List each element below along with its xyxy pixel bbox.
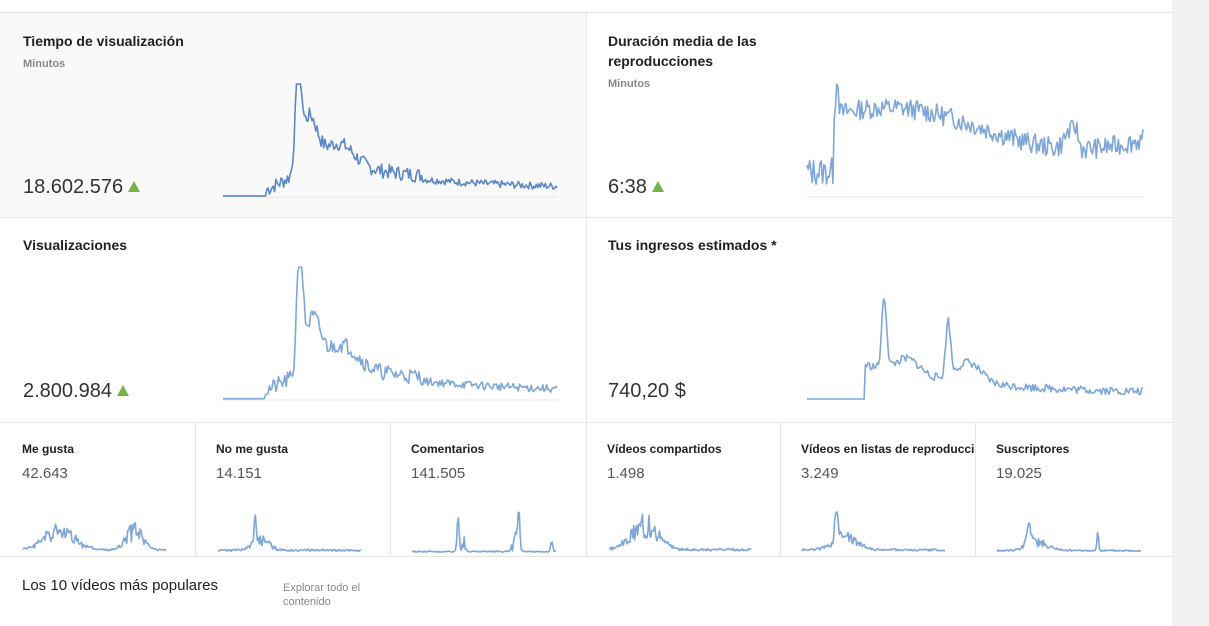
metric-value: 6:38: [608, 176, 664, 199]
metric-title: Vídeos compartidos: [607, 442, 722, 456]
metric-value: 19.025: [996, 465, 1042, 482]
metric-title: Duración media de las reproducciones: [608, 33, 757, 69]
divider: [195, 423, 196, 556]
analytics-overview-panel: Tiempo de visualización Minutos 18.602.5…: [0, 13, 1172, 626]
sparkline-path: [608, 513, 752, 552]
comments-sparkline: [411, 511, 557, 553]
metric-unit: Minutos: [23, 58, 66, 70]
metric-title: Suscriptores: [996, 442, 1070, 456]
sparkline-path: [217, 514, 362, 553]
metric-title: Me gusta: [22, 442, 75, 456]
metric-card-playlists[interactable]: Vídeos en listas de reproducción 3.249: [781, 423, 976, 556]
playlists-sparkline: [801, 511, 946, 552]
metric-card-avg-duration[interactable]: Duración media de las reproducciones Min…: [587, 13, 1172, 217]
metric-value: 2.800.984: [23, 380, 129, 403]
sparkline-path: [996, 522, 1141, 553]
divider: [390, 423, 391, 556]
metric-value: 18.602.576: [23, 176, 141, 199]
divider: [780, 423, 781, 556]
metric-card-likes[interactable]: Me gusta 42.643: [0, 423, 195, 556]
metric-card-comments[interactable]: Comentarios 141.505: [391, 423, 586, 556]
sparkline-path: [22, 522, 167, 552]
metric-title: Comentarios: [411, 442, 485, 456]
divider: [0, 556, 1172, 557]
metric-value: 141.505: [411, 465, 466, 482]
explore-all-content-link[interactable]: Explorar todo el contenido: [283, 582, 361, 608]
metric-title: Visualizaciones: [23, 237, 128, 253]
metric-value: 1.498: [607, 465, 645, 482]
metric-card-revenue[interactable]: Tus ingresos estimados * 740,20 $: [587, 218, 1172, 422]
sparkline-path: [806, 83, 1144, 185]
metric-card-dislikes[interactable]: No me gusta 14.151: [196, 423, 390, 556]
revenue-sparkline: [807, 298, 1144, 400]
subscribers-sparkline: [996, 522, 1141, 553]
top-divider: [0, 12, 1172, 13]
metric-value: 3.249: [801, 465, 839, 482]
metric-card-watch-time[interactable]: Tiempo de visualización Minutos 18.602.5…: [0, 13, 586, 217]
metric-value: 740,20 $: [608, 380, 686, 402]
dislikes-sparkline: [217, 514, 362, 553]
sparkline-path: [411, 511, 557, 553]
sparkline-path: [223, 83, 558, 197]
watch-time-sparkline: [223, 83, 558, 198]
metric-title: Tiempo de visualización: [23, 33, 184, 49]
avg-duration-sparkline: [806, 83, 1144, 198]
sparkline-path: [223, 266, 558, 400]
divider: [586, 423, 587, 556]
metric-title: No me gusta: [216, 442, 289, 456]
metric-unit: Minutos: [608, 78, 651, 90]
scrollbar-track[interactable]: [1172, 0, 1209, 626]
divider: [0, 217, 1172, 218]
shares-sparkline: [608, 513, 752, 552]
sparkline-path: [801, 511, 946, 552]
divider: [975, 423, 976, 556]
metric-card-subscribers[interactable]: Suscriptores 19.025: [976, 423, 1172, 556]
metric-card-shares[interactable]: Vídeos compartidos 1.498: [587, 423, 780, 556]
divider: [0, 422, 1172, 423]
views-sparkline: [223, 266, 558, 401]
metric-value: 42.643: [22, 465, 68, 482]
trend-up-icon: [651, 181, 664, 192]
likes-sparkline: [22, 522, 167, 552]
trend-up-icon: [116, 385, 129, 396]
top-videos-title: Los 10 vídeos más populares: [22, 577, 218, 594]
metric-value: 14.151: [216, 465, 262, 482]
metric-card-views[interactable]: Visualizaciones 2.800.984: [0, 218, 586, 422]
trend-up-icon: [128, 181, 141, 192]
metric-title: Tus ingresos estimados *: [608, 237, 777, 253]
metric-title: Vídeos en listas de reproducción: [801, 442, 976, 456]
sparkline-path: [807, 298, 1144, 400]
